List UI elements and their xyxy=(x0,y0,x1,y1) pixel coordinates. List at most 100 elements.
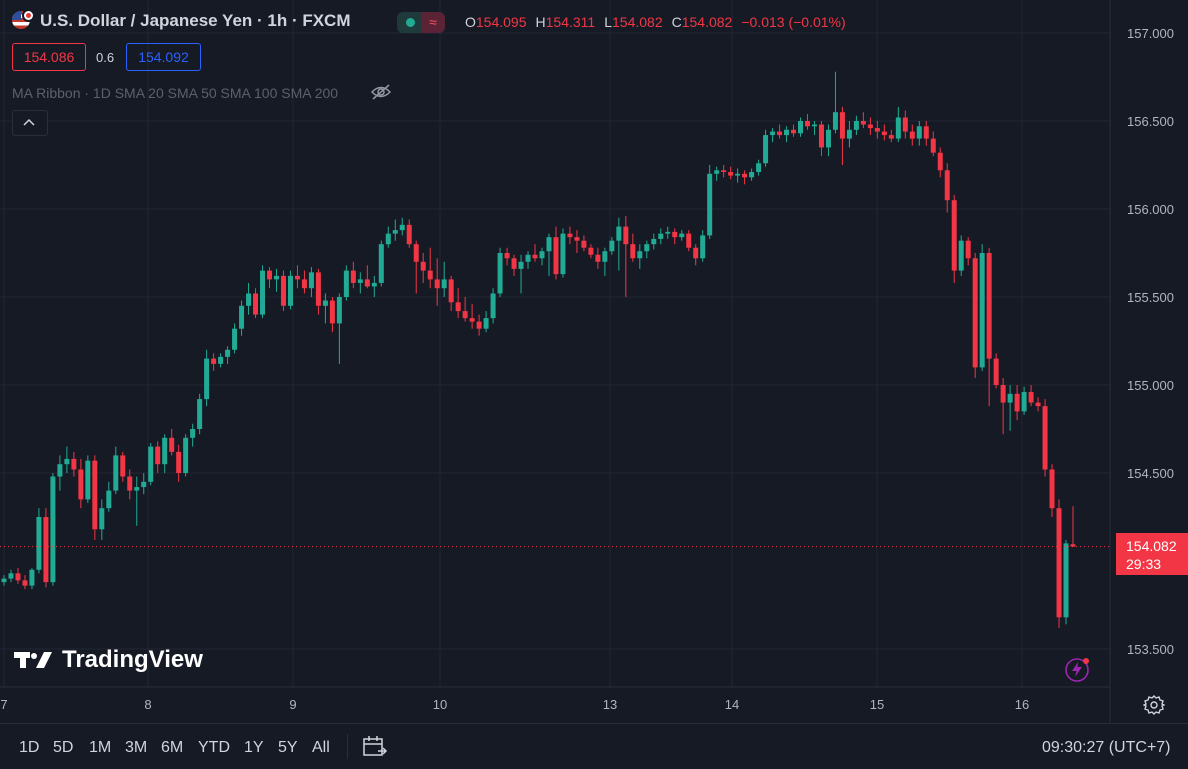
candle-body xyxy=(532,254,538,259)
candle xyxy=(1028,385,1034,407)
chart-header: U.S. Dollar / Japanese Yen · 1h · FXCM ≈… xyxy=(0,0,1110,44)
price-tick-label: 157.000 xyxy=(1127,26,1174,41)
range-all-button[interactable]: All xyxy=(312,739,330,756)
candle-body xyxy=(763,135,769,164)
candle xyxy=(357,272,363,294)
candle xyxy=(420,253,426,283)
candle-body xyxy=(735,173,741,176)
candle-body xyxy=(134,487,140,491)
candle-body xyxy=(260,270,266,315)
chevron-up-icon xyxy=(23,118,35,126)
candle xyxy=(986,247,992,407)
candle xyxy=(888,129,894,143)
candle-body xyxy=(881,131,887,136)
candle-body xyxy=(651,238,657,245)
candle-body xyxy=(1049,469,1055,509)
candle xyxy=(937,147,943,178)
candle-body xyxy=(64,458,70,465)
candle xyxy=(1000,377,1006,435)
grid-lines xyxy=(0,0,1110,687)
high-label: H xyxy=(535,14,546,30)
lightning-icon[interactable] xyxy=(1064,656,1090,682)
indicator-legend[interactable]: MA Ribbon · 1D SMA 20 SMA 50 SMA 100 SMA… xyxy=(12,85,339,101)
candle-body xyxy=(609,240,615,252)
range-3m-button[interactable]: 3M xyxy=(125,739,148,756)
candle xyxy=(860,112,866,129)
candle xyxy=(336,293,342,364)
candle-body xyxy=(301,279,307,289)
candle-body xyxy=(839,112,845,139)
candle xyxy=(176,444,182,482)
calendar-range-icon[interactable] xyxy=(362,735,388,759)
gear-icon[interactable] xyxy=(1143,694,1165,716)
candle xyxy=(253,288,259,319)
candle xyxy=(1070,506,1076,547)
candle-body xyxy=(239,305,245,329)
market-status-pill[interactable]: ≈ xyxy=(397,12,445,33)
range-6m-button[interactable]: 6M xyxy=(161,739,184,756)
candle-body xyxy=(148,446,154,482)
timezone-clock[interactable]: 09:30:27 (UTC+7) xyxy=(1042,739,1171,756)
candle-body xyxy=(581,240,587,248)
candle-body xyxy=(874,128,880,132)
candle xyxy=(197,393,203,435)
candle-body xyxy=(560,233,566,275)
candle-body xyxy=(1021,392,1027,412)
range-5y-button[interactable]: 5Y xyxy=(278,739,298,756)
candle xyxy=(1007,385,1013,431)
range-1m-button[interactable]: 1M xyxy=(89,739,112,756)
close-label: C xyxy=(671,14,682,30)
candle xyxy=(364,265,370,289)
range-1d-button[interactable]: 1D xyxy=(19,739,40,756)
candle-body xyxy=(497,253,503,294)
candle xyxy=(763,129,769,167)
candle-body xyxy=(448,279,454,303)
time-tick-label: 10 xyxy=(433,697,447,712)
candle xyxy=(483,311,489,333)
candle-body xyxy=(36,517,42,570)
candle-body xyxy=(511,258,517,269)
candle-body xyxy=(721,170,727,173)
open-value: 154.095 xyxy=(475,14,527,30)
candle xyxy=(57,455,63,491)
candle xyxy=(322,293,328,324)
candle-body xyxy=(106,490,112,509)
buy-price-button[interactable]: 154.092 xyxy=(126,43,201,71)
candle xyxy=(637,244,643,269)
candlestick-chart[interactable]: 157.000 156.500 156.000 155.500 155.000 154.5… xyxy=(0,0,1188,723)
candle-body xyxy=(567,233,573,238)
collapse-legend-button[interactable] xyxy=(12,110,48,136)
candle-body xyxy=(574,237,580,241)
candle-body xyxy=(308,272,314,289)
candle-body xyxy=(371,282,377,287)
candle xyxy=(43,508,49,588)
range-5d-button[interactable]: 5D xyxy=(53,739,74,756)
candle-body xyxy=(1000,385,1006,403)
candle-body xyxy=(427,270,433,280)
hide-eye-icon[interactable] xyxy=(370,83,392,101)
price-tick-label: 156.000 xyxy=(1127,202,1174,217)
candle-body xyxy=(525,254,531,262)
candle-body xyxy=(378,244,384,283)
candle-body xyxy=(43,517,49,583)
candle xyxy=(846,121,852,148)
candle-body xyxy=(825,129,831,148)
candle-body xyxy=(791,129,797,134)
candle-body xyxy=(99,508,105,530)
toolbar-divider xyxy=(347,734,348,759)
range-ytd-button[interactable]: YTD xyxy=(198,739,230,756)
candle-body xyxy=(15,573,21,581)
candle xyxy=(867,117,873,136)
candle xyxy=(148,443,154,486)
candle-body xyxy=(658,233,664,239)
symbol-title[interactable]: U.S. Dollar / Japanese Yen · 1h · FXCM xyxy=(40,11,351,30)
candle xyxy=(120,451,126,482)
range-1y-button[interactable]: 1Y xyxy=(244,739,264,756)
candle xyxy=(965,237,971,266)
sell-price-button[interactable]: 154.086 xyxy=(12,43,86,71)
candle-body xyxy=(895,117,901,139)
candle xyxy=(735,168,741,183)
candle xyxy=(260,265,266,319)
candle xyxy=(979,244,985,371)
candle xyxy=(853,115,859,136)
